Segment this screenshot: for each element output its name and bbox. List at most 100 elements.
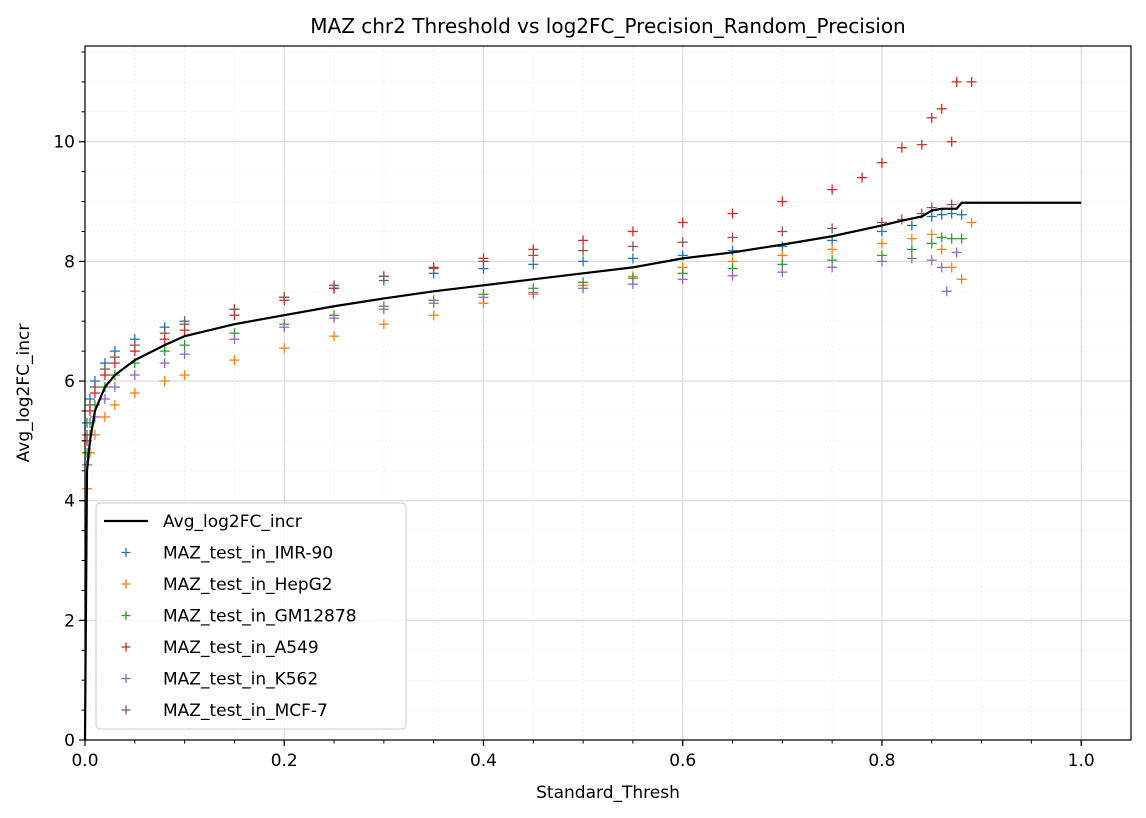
- data-point: [229, 304, 240, 315]
- data-point: [876, 157, 887, 168]
- data-point: [857, 172, 868, 183]
- legend-label: Avg_log2FC_incr: [163, 512, 302, 532]
- series-MAZ_test_in_MCF-7: [81, 199, 957, 440]
- plot-area: [81, 76, 1082, 741]
- data-point: [99, 393, 110, 404]
- data-point: [876, 256, 887, 267]
- data-point: [99, 364, 110, 375]
- data-point: [946, 233, 957, 244]
- x-tick-label: 1.0: [1068, 751, 1095, 771]
- data-point: [956, 274, 967, 285]
- y-tick-label: 4: [64, 492, 75, 512]
- data-point: [179, 340, 190, 351]
- data-point: [956, 209, 967, 220]
- legend-label: MAZ_test_in_GM12878: [163, 607, 357, 627]
- y-axis-label: Avg_log2FC_incr: [14, 324, 34, 463]
- data-point: [896, 142, 907, 153]
- data-point: [936, 262, 947, 273]
- data-point: [827, 244, 838, 255]
- data-point: [906, 220, 917, 231]
- data-point: [951, 76, 962, 87]
- data-point: [329, 313, 340, 324]
- data-point: [428, 263, 439, 274]
- legend-label: MAZ_test_in_K562: [163, 670, 318, 690]
- legend-box: [95, 502, 407, 730]
- data-point: [528, 250, 539, 261]
- data-point: [946, 262, 957, 273]
- data-point: [906, 233, 917, 244]
- data-point: [777, 250, 788, 261]
- legend-marker: [121, 705, 131, 715]
- data-point: [966, 76, 977, 87]
- data-point: [727, 270, 738, 281]
- data-point: [777, 267, 788, 278]
- data-point: [727, 245, 738, 256]
- data-point: [99, 411, 110, 422]
- data-point: [428, 298, 439, 309]
- data-point: [279, 322, 290, 333]
- data-point: [827, 262, 838, 273]
- y-tick-label: 2: [64, 611, 75, 631]
- y-tick-label: 10: [53, 133, 75, 153]
- legend-label: MAZ_test_in_A549: [163, 638, 319, 658]
- data-point: [966, 217, 977, 228]
- legend-marker: [121, 674, 131, 683]
- data-point: [159, 346, 170, 357]
- data-point: [916, 139, 927, 150]
- y-tick-label: 8: [64, 252, 75, 272]
- data-point: [159, 376, 170, 387]
- x-axis-label: Standard_Thresh: [536, 783, 680, 803]
- data-point: [578, 235, 589, 246]
- data-point: [179, 349, 190, 360]
- data-point: [827, 184, 838, 195]
- data-point: [279, 292, 290, 303]
- legend-marker: [121, 642, 131, 652]
- legend-marker: [121, 548, 131, 557]
- data-point: [478, 292, 489, 303]
- data-point: [926, 112, 937, 123]
- y-tick-label: 6: [64, 372, 75, 392]
- data-point: [926, 211, 937, 222]
- data-point: [109, 352, 120, 363]
- data-point: [906, 244, 917, 255]
- x-axis: 0.0 0.2 0.4 0.6 0.8 1.0: [71, 740, 1095, 771]
- data-point: [329, 331, 340, 342]
- x-tick-label: 0.4: [470, 751, 497, 771]
- x-tick-label: 0.6: [669, 751, 696, 771]
- data-point: [827, 223, 838, 234]
- data-point: [951, 247, 962, 258]
- y-tick-label: 0: [64, 731, 75, 751]
- x-tick-label: 0.2: [271, 751, 298, 771]
- data-point: [159, 358, 170, 369]
- legend: Avg_log2FC_incr MAZ_test_in_IMR-90 MAZ_tes…: [95, 502, 407, 730]
- legend-marker: [121, 611, 131, 620]
- data-point: [329, 280, 340, 291]
- data-point: [677, 274, 688, 285]
- data-point: [578, 256, 589, 267]
- data-point: [926, 255, 937, 266]
- data-point: [777, 196, 788, 207]
- x-tick-label: 0.8: [868, 751, 895, 771]
- data-point: [378, 319, 389, 330]
- data-point: [129, 388, 140, 398]
- data-point: [876, 226, 887, 237]
- plot-frame: [84, 45, 1132, 741]
- legend-marker: [121, 579, 131, 589]
- data-point: [81, 447, 92, 458]
- data-point: [946, 208, 957, 219]
- data-point: [936, 232, 947, 243]
- data-point: [926, 238, 937, 249]
- x-tick-label: 0.0: [71, 751, 98, 771]
- data-point: [941, 286, 952, 297]
- data-point: [159, 328, 170, 339]
- data-point: [677, 217, 688, 228]
- data-point: [926, 229, 937, 240]
- data-point: [129, 370, 140, 381]
- data-point: [936, 209, 947, 220]
- data-point: [727, 232, 738, 243]
- data-point: [627, 226, 638, 237]
- data-point: [876, 238, 887, 249]
- data-point: [777, 241, 788, 252]
- data-point: [946, 136, 957, 147]
